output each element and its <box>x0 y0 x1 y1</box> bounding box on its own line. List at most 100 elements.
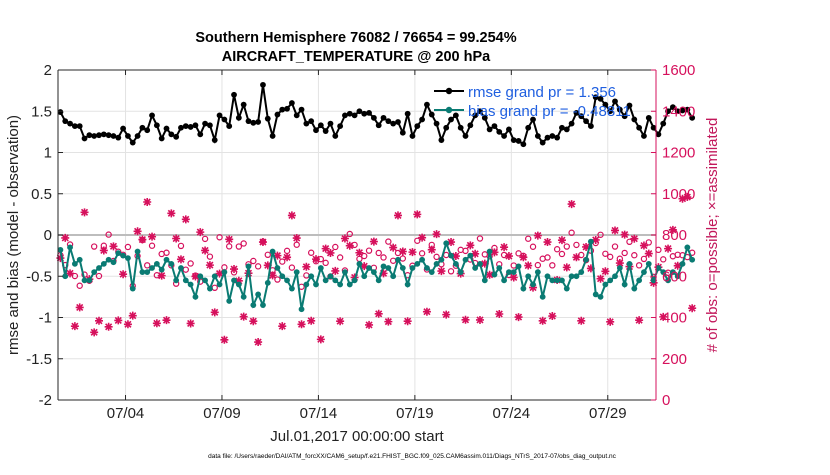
rmse-data-point <box>684 106 691 113</box>
y-right-tick-label: 1200 <box>662 145 695 162</box>
obs-assimilated-marker <box>611 226 620 235</box>
obs-assimilated-marker <box>466 241 475 250</box>
rmse-data-point <box>139 124 146 131</box>
rmse-data-point <box>153 122 160 129</box>
rmse-data-point <box>274 111 281 118</box>
obs-possible-marker <box>264 251 271 258</box>
obs-possible-marker <box>206 253 214 260</box>
obs-assimilated-marker <box>601 267 610 276</box>
obs-assimilated-marker <box>447 238 456 247</box>
obs-assimilated-marker <box>374 309 383 318</box>
rmse-data-point <box>621 113 628 120</box>
rmse-data-point <box>144 127 151 134</box>
obs-possible-marker <box>336 254 344 261</box>
rmse-data-point <box>100 131 107 138</box>
bias-data-point <box>356 260 363 267</box>
rmse-data-point <box>226 123 233 129</box>
bias-data-point <box>544 273 551 280</box>
bias-data-point <box>110 259 117 266</box>
rmse-data-point <box>472 112 479 119</box>
bias-data-point <box>462 256 469 263</box>
bias-data-point <box>409 265 416 271</box>
rmse-data-point <box>96 132 102 139</box>
obs-assimilated-marker <box>321 244 330 253</box>
rmse-data-point <box>650 124 657 131</box>
rmse-data-point <box>592 94 599 101</box>
bias-data-point <box>149 265 155 271</box>
obs-possible-marker <box>418 250 426 257</box>
rmse-data-point <box>240 101 247 108</box>
bias-data-point <box>380 263 387 270</box>
obs-assimilated-marker <box>215 269 224 278</box>
obs-assimilated-marker <box>644 249 653 258</box>
rmse-data-point <box>380 114 387 121</box>
bias-data-point <box>370 269 377 276</box>
obs-assimilated-marker <box>379 269 388 278</box>
chart-title-line-2: AIRCRAFT_TEMPERATURE @ 200 hPa <box>222 49 491 65</box>
rmse-data-point <box>308 118 315 125</box>
rmse-data-point <box>674 108 681 115</box>
obs-assimilated-marker <box>582 242 591 251</box>
obs-possible-marker <box>606 253 614 261</box>
obs-assimilated-marker <box>176 255 185 264</box>
obs-assimilated-marker <box>524 261 533 270</box>
bias-data-point <box>457 269 464 276</box>
rmse-data-point <box>477 108 483 115</box>
obs-assimilated-marker <box>422 307 431 316</box>
bias-data-point <box>361 273 368 280</box>
bias-data-point <box>621 281 628 288</box>
obs-assimilated-marker <box>340 234 349 243</box>
obs-assimilated-marker <box>557 236 566 245</box>
obs-possible-marker <box>611 243 619 250</box>
bias-data-point <box>182 277 189 284</box>
bias-data-point <box>607 277 614 284</box>
obs-assimilated-marker <box>66 269 75 278</box>
bias-data-point <box>477 260 483 267</box>
obs-possible-marker <box>148 242 156 249</box>
y-left-tick-label: -2 <box>39 392 52 409</box>
obs-possible-marker <box>90 243 98 250</box>
bias-data-point <box>332 277 339 284</box>
obs-assimilated-marker <box>123 320 132 329</box>
x-tick-label: 07/24 <box>493 405 531 422</box>
rmse-data-point <box>211 137 218 144</box>
legend-entry-rmse-marker <box>445 87 453 95</box>
rmse-data-point <box>520 141 527 148</box>
obs-possible-marker <box>660 256 667 263</box>
obs-assimilated-marker <box>485 270 494 279</box>
bias-data-point <box>279 273 286 280</box>
bias-data-point <box>313 281 319 288</box>
rmse-data-point <box>496 128 503 135</box>
rmse-data-point <box>559 124 565 131</box>
rmse-data-point <box>573 110 580 116</box>
bias-data-point <box>452 260 459 267</box>
obs-assimilated-marker <box>326 248 335 257</box>
obs-assimilated-marker <box>615 259 624 268</box>
x-axis-label: Jul.01,2017 00:00:00 start <box>270 428 444 445</box>
rmse-data-point <box>317 122 324 129</box>
rmse-data-point <box>602 101 609 108</box>
rmse-data-point <box>158 135 165 142</box>
obs-assimilated-marker <box>297 320 306 329</box>
x-tick-label: 07/29 <box>589 405 627 422</box>
bias-data-point <box>674 273 681 280</box>
bias-data-point <box>660 269 667 276</box>
obs-assimilated-marker <box>316 335 325 344</box>
obs-assimilated-marker <box>94 316 103 325</box>
obs-assimilated-marker <box>70 322 79 331</box>
obs-assimilated-marker <box>606 317 615 326</box>
obs-assimilated-marker <box>533 231 542 240</box>
bias-data-point <box>520 285 527 292</box>
obs-possible-marker <box>201 235 209 243</box>
bias-data-point <box>67 244 73 251</box>
obs-assimilated-marker <box>191 272 200 281</box>
bias-data-point <box>260 302 266 309</box>
rmse-data-point <box>197 131 204 138</box>
rmse-data-point <box>235 114 242 121</box>
bias-data-point <box>284 277 290 284</box>
rmse-data-point <box>433 120 440 127</box>
bias-data-point <box>115 250 122 257</box>
rmse-data-point <box>125 133 131 139</box>
rmse-data-point <box>264 115 271 122</box>
